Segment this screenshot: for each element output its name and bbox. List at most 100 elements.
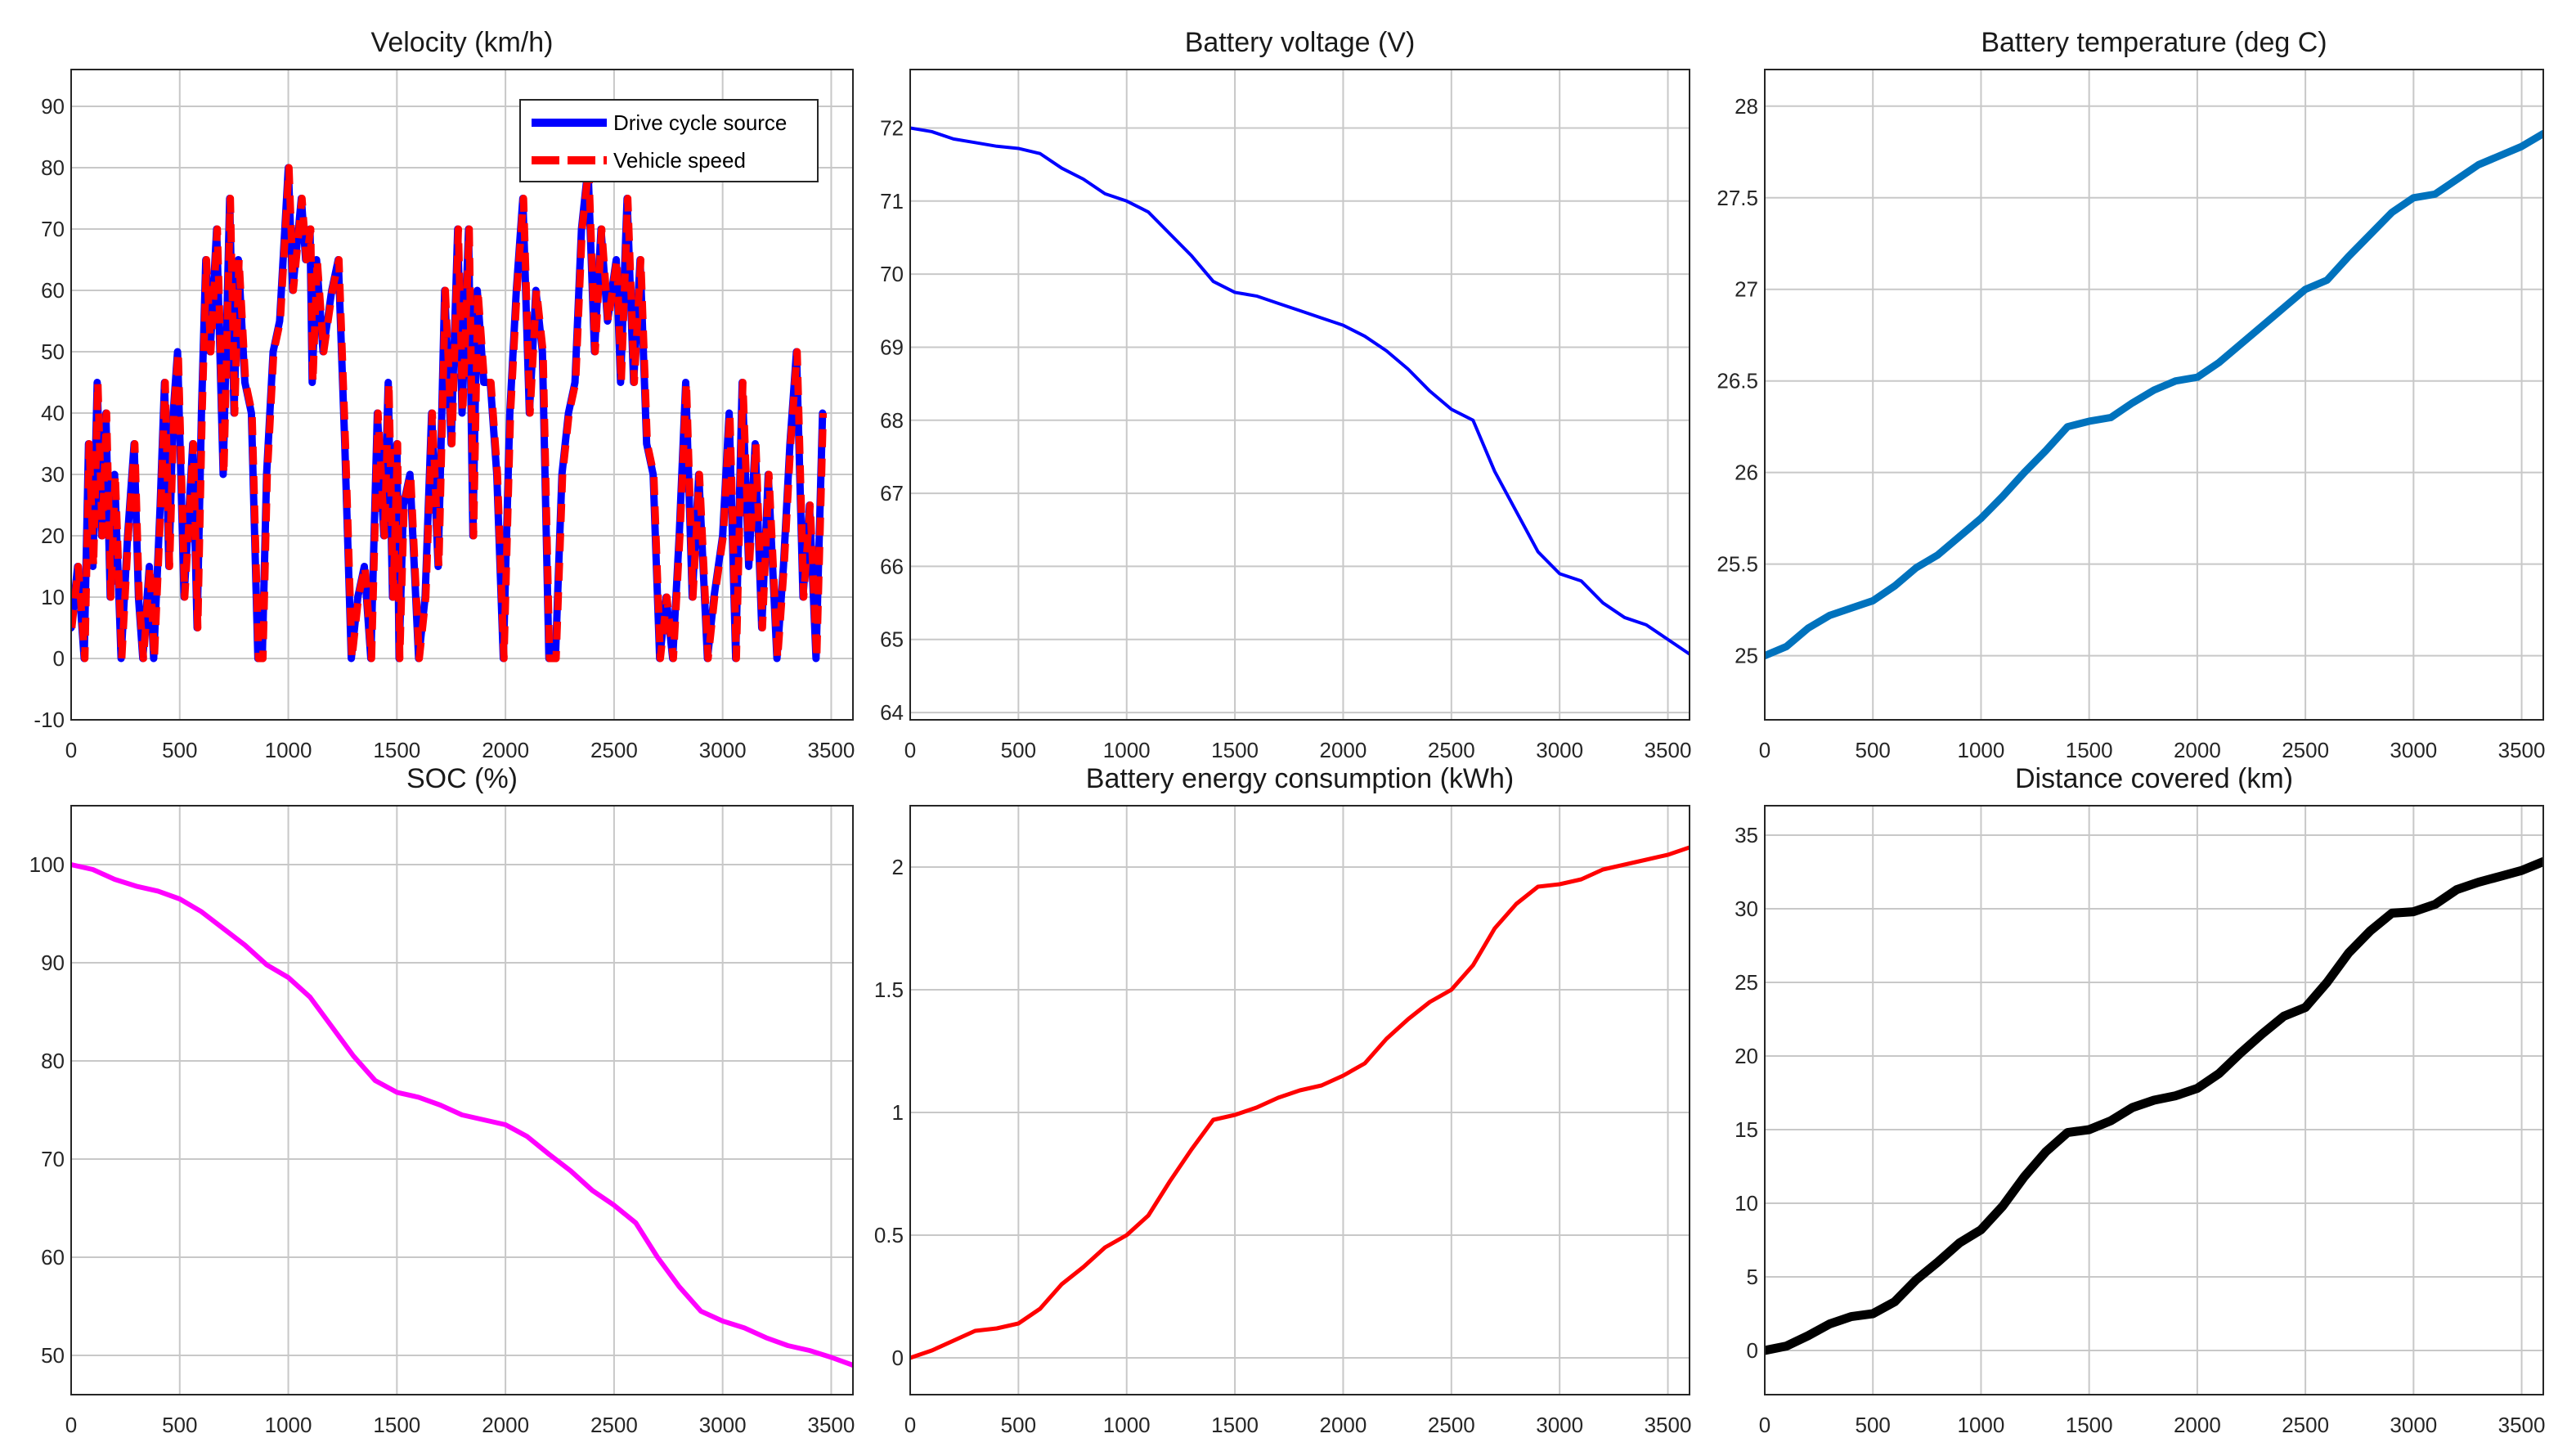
y-tick-label: 64 <box>880 700 904 725</box>
axes-frame <box>909 69 1690 721</box>
y-tick-label: 70 <box>41 217 65 241</box>
x-tick-label: 1000 <box>265 1413 312 1437</box>
x-tick-label: 3500 <box>808 1413 855 1437</box>
x-tick-label: 2000 <box>482 1413 529 1437</box>
chart-title: SOC (%) <box>406 763 518 794</box>
y-tick-label: 80 <box>41 155 65 180</box>
y-tick-label: 25.5 <box>1717 552 1758 577</box>
x-tick-label: 2000 <box>1320 738 1367 762</box>
chart-panel-5: 0 500 1000 1500 2000 2500 3000 3500 0 0.5 1 1.5 2 Bat… <box>874 763 1692 1437</box>
x-tick-label: 500 <box>162 1413 197 1437</box>
y-tick-label: 25 <box>1735 970 1758 995</box>
x-tick-label: 2500 <box>2282 738 2329 762</box>
y-tick-label: 69 <box>880 335 904 359</box>
grid-lines <box>909 70 1690 720</box>
axes-frame <box>1764 69 2544 721</box>
x-tick-label: 2500 <box>590 738 638 762</box>
x-tick-label: 0 <box>1759 738 1770 762</box>
x-tick-label: 1500 <box>373 1413 420 1437</box>
y-tick-label: 60 <box>41 278 65 303</box>
x-tick-label: 0 <box>65 1413 77 1437</box>
y-tick-label: 2 <box>892 855 904 879</box>
plot-area <box>71 806 853 1395</box>
x-tick-label: 1000 <box>1958 738 2005 762</box>
chart-panel-4: 0 500 1000 1500 2000 2500 3000 3500 50 60 70 80 90 10… <box>29 763 855 1437</box>
grid-lines <box>1764 70 2543 720</box>
y-tick-label: 1 <box>892 1100 904 1125</box>
y-tick-label: 0 <box>53 646 65 671</box>
series-line <box>1765 129 2543 660</box>
series-group <box>910 845 1690 1360</box>
chart-title: Battery voltage (V) <box>1185 27 1416 58</box>
series-group <box>910 126 1690 656</box>
x-tick-label: 3500 <box>808 738 855 762</box>
chart-panel-1: 0 500 1000 1500 2000 2500 3000 3500-10010203040… <box>34 27 855 762</box>
x-tick-label: 2000 <box>2174 1413 2221 1437</box>
series-group <box>71 862 853 1368</box>
x-tick-label: 1500 <box>2066 1413 2113 1437</box>
chart-title: Battery energy consumption (kWh) <box>1086 763 1514 794</box>
y-tick-label: 70 <box>41 1147 65 1171</box>
chart-panel-2: 0 500 1000 1500 2000 2500 3000 3500 64 65 66 67 68 69… <box>880 27 1691 762</box>
y-tick-label: 30 <box>1735 897 1758 921</box>
y-tick-label: 26 <box>1735 461 1758 485</box>
legend-label: Vehicle speed <box>613 148 746 173</box>
y-tick-label: 50 <box>41 339 65 364</box>
y-tick-label: 50 <box>41 1343 65 1368</box>
y-tick-label: 80 <box>41 1049 65 1073</box>
x-tick-label: 1500 <box>1211 1413 1259 1437</box>
legend-box <box>519 99 819 182</box>
x-tick-label: 3000 <box>2390 738 2437 762</box>
y-tick-label: 71 <box>880 189 904 213</box>
y-tick-label: 15 <box>1735 1117 1758 1142</box>
y-tick-label: 66 <box>880 554 904 578</box>
y-tick-label: 68 <box>880 408 904 433</box>
x-tick-label: 0 <box>904 738 916 762</box>
y-tick-label: 35 <box>1735 823 1758 847</box>
y-tick-label: 90 <box>41 94 65 119</box>
legend-label: Drive cycle source <box>613 110 787 135</box>
series-line <box>1765 856 2543 1355</box>
x-tick-label: 3500 <box>2498 738 2546 762</box>
chart-title: Velocity (km/h) <box>371 27 554 58</box>
y-tick-label: 20 <box>1735 1044 1758 1068</box>
x-tick-label: 500 <box>1856 1413 1891 1437</box>
y-tick-label: 30 <box>41 462 65 487</box>
plot-area <box>910 70 1690 720</box>
x-tick-label: 2000 <box>1320 1413 1367 1437</box>
series-line-vehicle-speed <box>71 164 828 663</box>
y-tick-label: 0 <box>1747 1338 1758 1363</box>
y-tick-label: 5 <box>1747 1265 1758 1289</box>
x-tick-label: 3000 <box>1536 738 1583 762</box>
x-tick-label: 1500 <box>1211 738 1259 762</box>
y-tick-label: 0 <box>892 1346 904 1370</box>
grid-lines <box>909 806 1690 1395</box>
x-tick-label: 0 <box>1759 1413 1770 1437</box>
series-group <box>71 164 828 663</box>
plot-area <box>1765 70 2543 720</box>
x-tick-label: 1500 <box>373 738 420 762</box>
x-tick-label: 2500 <box>590 1413 638 1437</box>
x-tick-label: 3000 <box>1536 1413 1583 1437</box>
series-line <box>71 862 853 1368</box>
y-tick-label: 28 <box>1735 94 1758 119</box>
y-tick-label: 65 <box>880 627 904 652</box>
y-tick-label: 27 <box>1735 277 1758 302</box>
y-tick-label: 10 <box>1735 1191 1758 1216</box>
x-tick-label: 500 <box>1856 738 1891 762</box>
x-tick-label: 2500 <box>1428 1413 1475 1437</box>
axes-frame <box>70 69 854 721</box>
y-tick-label: 70 <box>880 262 904 286</box>
x-tick-label: 2000 <box>2174 738 2221 762</box>
y-tick-label: 25 <box>1735 644 1758 668</box>
y-tick-label: 60 <box>41 1245 65 1270</box>
series-line <box>910 126 1690 656</box>
y-tick-label: 10 <box>41 585 65 609</box>
x-tick-label: 2000 <box>482 738 529 762</box>
x-tick-label: 3500 <box>1645 1413 1692 1437</box>
x-tick-label: 3000 <box>699 738 747 762</box>
series-group <box>1765 129 2543 660</box>
legend: Drive cycle source Vehicle speed <box>519 99 819 182</box>
y-tick-label: 0.5 <box>874 1223 904 1247</box>
y-tick-label: 67 <box>880 481 904 506</box>
